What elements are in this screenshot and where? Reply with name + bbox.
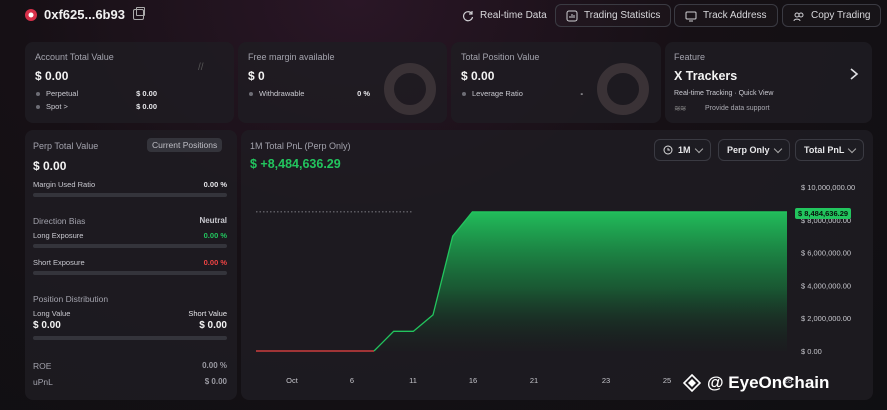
timeframe-select[interactable]: 1M <box>654 139 711 161</box>
short-value-amount: $ 0.00 <box>199 320 227 331</box>
long-exposure-value: 0.00 % <box>203 231 227 240</box>
margin-used-value: 0.00 % <box>203 180 227 189</box>
pnl-chart-card: 1M Total PnL (Perp Only) $ +8,484,636.29… <box>241 130 873 400</box>
timeframe-label: 1M <box>678 145 691 155</box>
total-position-value: $ 0.00 <box>461 69 495 83</box>
current-pnl-label: $ 8,484,636.29 <box>795 208 852 219</box>
position-distribution-label: Position Distribution <box>33 294 109 304</box>
watermark-text: @ EyeOnChain <box>707 373 830 392</box>
long-value-amount: $ 0.00 <box>33 320 61 331</box>
account-total-card: Account Total Value $ 0.00 // Perpetual … <box>25 42 234 123</box>
feature-label: Feature <box>674 52 706 62</box>
leverage-dot <box>462 92 466 96</box>
spot-dot <box>36 105 40 109</box>
leverage-label: Leverage Ratio <box>472 89 523 98</box>
margin-used-label: Margin Used Ratio <box>33 180 96 189</box>
slash-icon: // <box>198 62 204 73</box>
total-position-label: Total Position Value <box>461 52 540 62</box>
perp-card: Perp Total Value Current Positions $ 0.0… <box>25 130 237 400</box>
free-margin-label: Free margin available <box>248 52 335 62</box>
real-time-data-label: Real-time Data <box>480 10 547 21</box>
roe-label: ROE <box>33 361 52 371</box>
clock-icon <box>663 145 673 155</box>
perpetual-dot <box>36 92 40 96</box>
spot-label[interactable]: Spot > <box>46 102 68 111</box>
long-exposure-label: Long Exposure <box>33 231 84 240</box>
short-exposure-bar <box>33 271 227 275</box>
direction-bias-value: Neutral <box>199 216 227 225</box>
metric-select[interactable]: Total PnL <box>795 139 865 161</box>
pnl-value: $ +8,484,636.29 <box>250 157 341 171</box>
perpetual-label: Perpetual <box>46 89 79 98</box>
track-address-button[interactable]: Track Address <box>674 4 778 27</box>
leverage-value: - <box>580 89 584 98</box>
market-label: Perp Only <box>727 145 770 155</box>
address-text: 0xf625...6b93 <box>44 7 125 22</box>
copy-icon[interactable] <box>132 7 145 20</box>
distribution-bar <box>33 336 227 340</box>
copy-trading-label: Copy Trading <box>811 10 871 21</box>
feature-card[interactable]: Feature X Trackers Real-time Tracking · … <box>665 42 872 123</box>
upnl-value: $ 0.00 <box>204 377 227 386</box>
market-select[interactable]: Perp Only <box>718 139 790 161</box>
metric-label: Total PnL <box>804 145 845 155</box>
copy-trading-button[interactable]: Copy Trading <box>782 4 882 27</box>
margin-used-bar <box>33 193 227 197</box>
track-address-label: Track Address <box>703 10 767 21</box>
refresh-icon <box>462 10 474 21</box>
perp-total-label: Perp Total Value <box>33 141 99 151</box>
withdrawable-dot <box>249 92 253 96</box>
perpetual-value: $ 0.00 <box>136 89 157 98</box>
diamond-logo-icon <box>683 374 701 392</box>
chevron-down-icon <box>848 144 857 153</box>
monitor-icon <box>685 11 697 21</box>
feature-title: X Trackers <box>674 69 738 83</box>
direction-bias-label: Direction Bias <box>33 216 86 226</box>
chevron-down-icon <box>773 144 782 153</box>
feature-support: Provide data support <box>705 105 770 112</box>
current-positions-tab[interactable]: Current Positions <box>147 138 223 152</box>
long-exposure-bar <box>33 244 227 248</box>
spot-value: $ 0.00 <box>136 102 157 111</box>
account-total-value: $ 0.00 <box>35 69 69 83</box>
trading-statistics-button[interactable]: Trading Statistics <box>555 4 672 27</box>
withdrawable-label: Withdrawable <box>259 89 305 98</box>
copy-trading-icon <box>793 12 804 21</box>
wallet-address: 0xf625...6b93 <box>24 7 145 22</box>
provider-logo-icon: ≋≋ <box>674 104 686 113</box>
hyperliquid-logo-icon <box>25 8 37 21</box>
short-exposure-label: Short Exposure <box>33 258 85 267</box>
long-value-label: Long Value <box>33 309 71 318</box>
short-value-label: Short Value <box>188 309 227 318</box>
real-time-data-button[interactable]: Real-time Data <box>452 4 557 27</box>
top-bar: 0xf625...6b93 Real-time Data Trading Sta… <box>0 0 887 34</box>
chevron-down-icon <box>694 144 703 153</box>
perp-total-value: $ 0.00 <box>33 159 67 173</box>
trading-statistics-label: Trading Statistics <box>584 10 661 21</box>
short-exposure-value: 0.00 % <box>203 258 227 267</box>
total-position-card: Total Position Value $ 0.00 Leverage Rat… <box>451 42 661 123</box>
free-margin-card: Free margin available $ 0 Withdrawable 0… <box>238 42 447 123</box>
feature-subtitle: Real-time Tracking · Quick View <box>674 90 774 97</box>
free-margin-value: $ 0 <box>248 69 265 83</box>
eyeonchain-watermark: @ EyeOnChain <box>683 373 829 393</box>
chevron-right-icon[interactable] <box>849 68 859 80</box>
account-total-label: Account Total Value <box>35 52 114 62</box>
upnl-label: uPnL <box>33 377 53 387</box>
position-donut <box>597 63 649 115</box>
stats-icon <box>566 10 578 21</box>
roe-value: 0.00 % <box>202 361 227 370</box>
withdrawable-value: 0 % <box>357 89 370 98</box>
margin-donut <box>384 63 436 115</box>
pnl-title: 1M Total PnL (Perp Only) <box>250 141 351 151</box>
